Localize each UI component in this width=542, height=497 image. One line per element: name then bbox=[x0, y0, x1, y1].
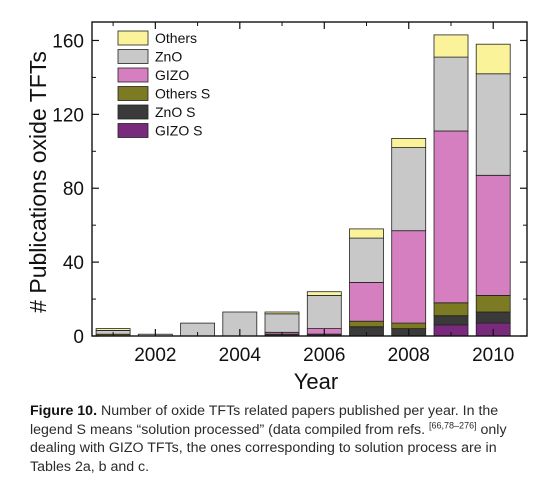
legend-label-others-s: Others S bbox=[155, 86, 210, 102]
legend-label-gizo-s: GIZO S bbox=[155, 123, 202, 139]
bar-zno-2008 bbox=[391, 147, 427, 232]
bar-gizo-2010 bbox=[475, 174, 511, 296]
bar-others-s-2010 bbox=[475, 294, 511, 313]
bar-gizo-2009 bbox=[433, 130, 469, 304]
plot-frame bbox=[91, 21, 528, 337]
legend-swatch-gizo bbox=[117, 67, 149, 83]
y-tick-label: 80 bbox=[63, 179, 84, 200]
x-tick-label: 2008 bbox=[388, 345, 430, 366]
bar-others-s-2007 bbox=[349, 320, 384, 328]
legend-swatch-gizo-s bbox=[117, 123, 149, 138]
bar-others-s-2009 bbox=[433, 302, 469, 317]
publications-chart: 0 40 80 120 160 2002 2004 2006 2008 2010 Others Zn… bbox=[25, 21, 528, 394]
x-axis-title: Year bbox=[294, 369, 338, 394]
bar-zno-2006 bbox=[306, 294, 342, 329]
bar-zno-s-2010 bbox=[475, 311, 511, 324]
bar-others-2005 bbox=[264, 311, 300, 315]
bar-gizo-2007 bbox=[349, 281, 384, 322]
bar-zno-2007 bbox=[349, 237, 384, 283]
x-tick-label: 2004 bbox=[219, 345, 262, 366]
bar-others-2006 bbox=[306, 291, 342, 296]
axes-group: 0 40 80 120 160 2002 2004 2006 2008 2010 bbox=[52, 21, 528, 366]
bar-zno-2005 bbox=[264, 313, 300, 333]
x-tick-label: 2006 bbox=[303, 345, 345, 366]
caption-figure-label: Figure 10. bbox=[30, 403, 98, 419]
caption-reference-superscript: [66,78–276] bbox=[429, 419, 477, 430]
legend-swatch-zno bbox=[117, 49, 149, 64]
y-axis-title: # Publications oxide TFTs bbox=[25, 51, 51, 313]
legend: Others ZnO GIZO Others S ZnO S GIZO S bbox=[117, 30, 210, 139]
bar-others-2007 bbox=[349, 228, 384, 239]
bar-others-2001 bbox=[95, 328, 131, 331]
caption-text-start: Number of oxide TFTs related papers publ… bbox=[30, 403, 499, 438]
bar-others-s-2008 bbox=[391, 322, 427, 330]
bar-zno-2009 bbox=[433, 56, 469, 132]
x-tick-label: 2002 bbox=[134, 345, 176, 366]
y-tick-label: 40 bbox=[63, 253, 84, 274]
bar-others-2009 bbox=[433, 34, 469, 58]
bar-others-2010 bbox=[475, 43, 511, 75]
y-tick-label: 160 bbox=[52, 31, 84, 52]
bar-zno-s-2009 bbox=[433, 315, 469, 326]
legend-label-others: Others bbox=[155, 30, 197, 46]
legend-label-gizo: GIZO bbox=[155, 67, 189, 83]
bar-zno-2010 bbox=[475, 73, 511, 176]
bar-others-2008 bbox=[391, 137, 427, 148]
caption-text-end: only dealing with GIZO TFTs, the ones co… bbox=[30, 421, 507, 475]
y-tick-label: 0 bbox=[73, 327, 84, 348]
legend-label-zno-s: ZnO S bbox=[155, 104, 195, 120]
y-tick-label: 120 bbox=[52, 105, 84, 126]
legend-swatch-others bbox=[117, 30, 149, 46]
legend-swatch-zno-s bbox=[117, 104, 149, 120]
figure-caption: Figure 10. Number of oxide TFTs related … bbox=[30, 402, 535, 476]
bar-gizo-2008 bbox=[391, 230, 427, 324]
legend-label-zno: ZnO bbox=[155, 49, 182, 65]
legend-swatch-others-s bbox=[117, 86, 149, 101]
x-tick-label: 2010 bbox=[472, 345, 514, 366]
